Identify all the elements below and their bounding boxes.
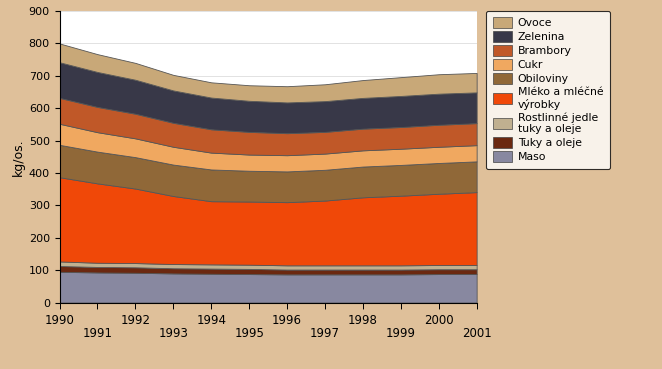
Text: 1990: 1990 xyxy=(44,314,75,327)
Text: 2001: 2001 xyxy=(462,327,491,340)
Y-axis label: kg/os.: kg/os. xyxy=(11,138,24,176)
Text: 1991: 1991 xyxy=(83,327,113,340)
Text: 1997: 1997 xyxy=(310,327,340,340)
Text: 1995: 1995 xyxy=(234,327,264,340)
Text: 1999: 1999 xyxy=(386,327,416,340)
Text: 1992: 1992 xyxy=(120,314,150,327)
Text: 1998: 1998 xyxy=(348,314,378,327)
Legend: Ovoce, Zelenina, Brambory, Cukr, Obiloviny, Mléko a mléčné
výrobky, Rostlinné je: Ovoce, Zelenina, Brambory, Cukr, Obilovi… xyxy=(486,11,610,169)
Text: 1993: 1993 xyxy=(158,327,188,340)
Text: 2000: 2000 xyxy=(424,314,453,327)
Text: 1994: 1994 xyxy=(196,314,226,327)
Text: 1996: 1996 xyxy=(272,314,302,327)
